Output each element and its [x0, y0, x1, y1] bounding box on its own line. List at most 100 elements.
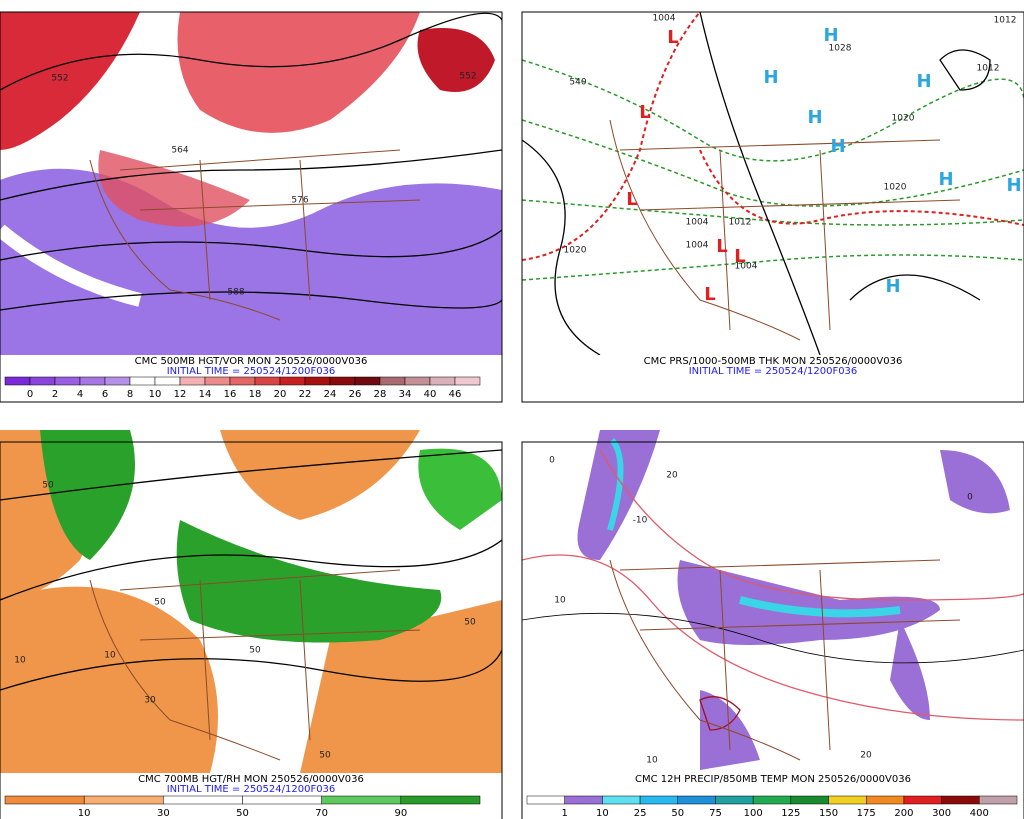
colorbar-swatch — [379, 376, 406, 386]
map-label: H — [1006, 175, 1021, 196]
colorbar-swatch — [29, 376, 56, 386]
map-label: H — [885, 276, 900, 297]
map-label: L — [667, 27, 678, 48]
caption-title: CMC PRS/1000-500MB THK MON 250526/0000V0… — [644, 356, 903, 367]
panel-frame — [0, 11, 503, 403]
map-label: 30 — [144, 696, 156, 706]
colorbar-label: 28 — [374, 389, 387, 400]
map-label: 1012 — [994, 16, 1017, 26]
colorbar-label: 50 — [236, 808, 249, 819]
colorbar-label: 22 — [299, 389, 312, 400]
map-label: -10 — [633, 516, 648, 526]
map-label: H — [763, 67, 778, 88]
panel: 50 50 10 50 30 50 10 50 CMC 700MB HGT/RH MON 250… — [0, 441, 503, 819]
colorbar-label: 34 — [399, 389, 412, 400]
colorbar-label: 25 — [634, 808, 647, 819]
colorbar-swatch — [104, 376, 131, 386]
map-label: 50 — [464, 618, 476, 628]
colorbar-label: 4 — [77, 389, 83, 400]
colorbar-swatch — [254, 376, 281, 386]
map-label: H — [916, 71, 931, 92]
panel: 552 552 588 576 564 CMC 500MB HGT/VOR MON 250… — [0, 11, 503, 403]
colorbar-label: 0 — [27, 389, 33, 400]
map-label: 50 — [154, 598, 166, 608]
map-label: 576 — [291, 196, 308, 206]
colorbar-swatch — [715, 795, 754, 805]
colorbar-label: 200 — [894, 808, 913, 819]
colorbar-swatch — [179, 376, 206, 386]
colorbar-swatch — [903, 795, 942, 805]
colorbar-swatch — [4, 795, 85, 805]
map-label: 540 — [569, 78, 586, 88]
colorbar-swatch — [828, 795, 867, 805]
colorbar-label: 14 — [199, 389, 212, 400]
colorbar-swatch — [4, 376, 31, 386]
colorbar-swatch — [321, 795, 402, 805]
colorbar-swatch — [404, 376, 431, 386]
colorbar-label: 8 — [127, 389, 133, 400]
map-label: 1028 — [829, 44, 852, 54]
map-label: H — [807, 107, 822, 128]
colorbar-label: 400 — [970, 808, 989, 819]
colorbar-swatch — [564, 795, 603, 805]
colorbar-label: 16 — [224, 389, 237, 400]
colorbar-swatch — [229, 376, 256, 386]
colorbar-swatch — [454, 376, 481, 386]
panel: 0 0 20 20 10 10 -10 CMC 12H PRECIP/850MB TEMP M… — [521, 441, 1024, 819]
colorbar-swatch — [941, 795, 980, 805]
map-label: H — [830, 136, 845, 157]
colorbar-swatch — [865, 795, 905, 805]
colorbar-label: 150 — [819, 808, 838, 819]
colorbar-label: 125 — [781, 808, 800, 819]
colorbar-label: 100 — [744, 808, 763, 819]
map-label: H — [823, 25, 838, 46]
map-label: 588 — [227, 288, 244, 298]
colorbar-swatch — [752, 795, 792, 805]
colorbar-swatch — [354, 376, 381, 386]
colorbar-swatch — [429, 376, 456, 386]
colorbar-label: 75 — [709, 808, 722, 819]
colorbar-label: 6 — [102, 389, 108, 400]
colorbar-swatch — [790, 795, 829, 805]
map-label: L — [716, 236, 727, 257]
colorbar-label: 175 — [857, 808, 876, 819]
panel-frame — [0, 441, 503, 819]
colorbar-swatch — [242, 795, 322, 805]
map-700mb — [0, 430, 502, 773]
colorbar-swatch — [154, 376, 181, 386]
colorbar-label: 40 — [424, 389, 437, 400]
map-label: 1012 — [977, 64, 1000, 74]
caption-init-time: INITIAL TIME = 250524/1200F036 — [167, 784, 336, 795]
map-label: 1004 — [686, 241, 709, 251]
colorbar-label: 20 — [274, 389, 287, 400]
map-label: L — [639, 102, 650, 123]
colorbar-label: 70 — [315, 808, 328, 819]
colorbar-swatch — [526, 795, 565, 805]
map-label: 1020 — [564, 246, 587, 256]
colorbar-label: 12 — [174, 389, 187, 400]
colorbar-label: 50 — [671, 808, 684, 819]
colorbar-swatch — [204, 376, 231, 386]
map-label: 1020 — [892, 114, 915, 124]
map-label: L — [626, 189, 637, 210]
map-label: 1004 — [653, 14, 676, 24]
map-label: L — [704, 284, 715, 305]
colorbar-label: 2 — [52, 389, 58, 400]
colorbar-label: 30 — [157, 808, 170, 819]
map-label: 20 — [666, 471, 678, 481]
colorbar-label: 1 — [562, 808, 568, 819]
map-label: 1004 — [686, 218, 709, 228]
colorbar-swatch — [400, 795, 481, 805]
panel-frame — [521, 11, 1024, 403]
colorbar-swatch — [602, 795, 641, 805]
map-label: 10 — [104, 651, 116, 661]
colorbar-label: 18 — [249, 389, 262, 400]
caption-init-time: INITIAL TIME = 250524/1200F036 — [689, 366, 858, 377]
colorbar-label: 26 — [349, 389, 362, 400]
colorbar-swatch — [163, 795, 243, 805]
map-label: 552 — [51, 74, 68, 84]
colorbar-swatch — [129, 376, 156, 386]
map-precip — [522, 430, 1024, 773]
caption-init-time: INITIAL TIME = 250524/1200F036 — [167, 366, 336, 377]
